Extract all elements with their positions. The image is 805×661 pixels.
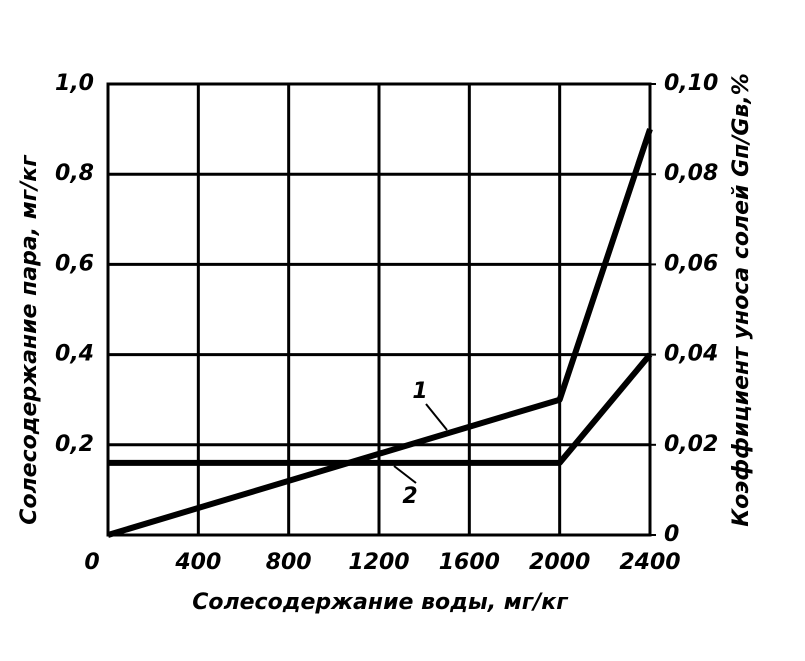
- x-tick-label: 2400: [619, 550, 680, 575]
- y-tick-label: 1,0: [55, 71, 94, 96]
- series-line: [108, 352, 653, 466]
- y-axis-label: Солесодержание пара, мг/кг: [17, 154, 42, 525]
- leader-line: [393, 465, 417, 484]
- x-tick-label: 800: [266, 550, 312, 575]
- x-tick-label: 400: [174, 550, 221, 575]
- y2-axis-label: Коэффициент уноса солей Gп/Gв,%: [729, 73, 754, 527]
- x-axis-label: Солесодержание воды, мг/кг: [192, 590, 569, 615]
- y2-tick-label: 0,02: [664, 432, 718, 457]
- y-tick-label: 0,6: [55, 251, 94, 276]
- y2-tick-label: 0,06: [664, 251, 718, 276]
- y2-tick-label: 0,08: [664, 161, 718, 186]
- series-line: [107, 128, 653, 538]
- y2-tick-label: 0,04: [664, 342, 718, 367]
- x-tick-label: 0: [84, 550, 99, 575]
- leader-line: [425, 403, 448, 431]
- x-tick-label: 1600: [439, 550, 500, 575]
- series-label: 1: [412, 379, 427, 404]
- y-tick-label: 0,4: [55, 342, 94, 367]
- plot-frame: [106, 82, 652, 537]
- y-tick-label: 0,2: [55, 432, 94, 457]
- y-tick-label: 0,8: [55, 161, 94, 186]
- y2-tick-label: 0: [664, 522, 679, 547]
- series-label: 2: [402, 484, 417, 509]
- y2-tick-label: 0,10: [664, 71, 718, 96]
- x-tick-label: 1200: [348, 550, 409, 575]
- x-tick-label: 2000: [529, 550, 590, 575]
